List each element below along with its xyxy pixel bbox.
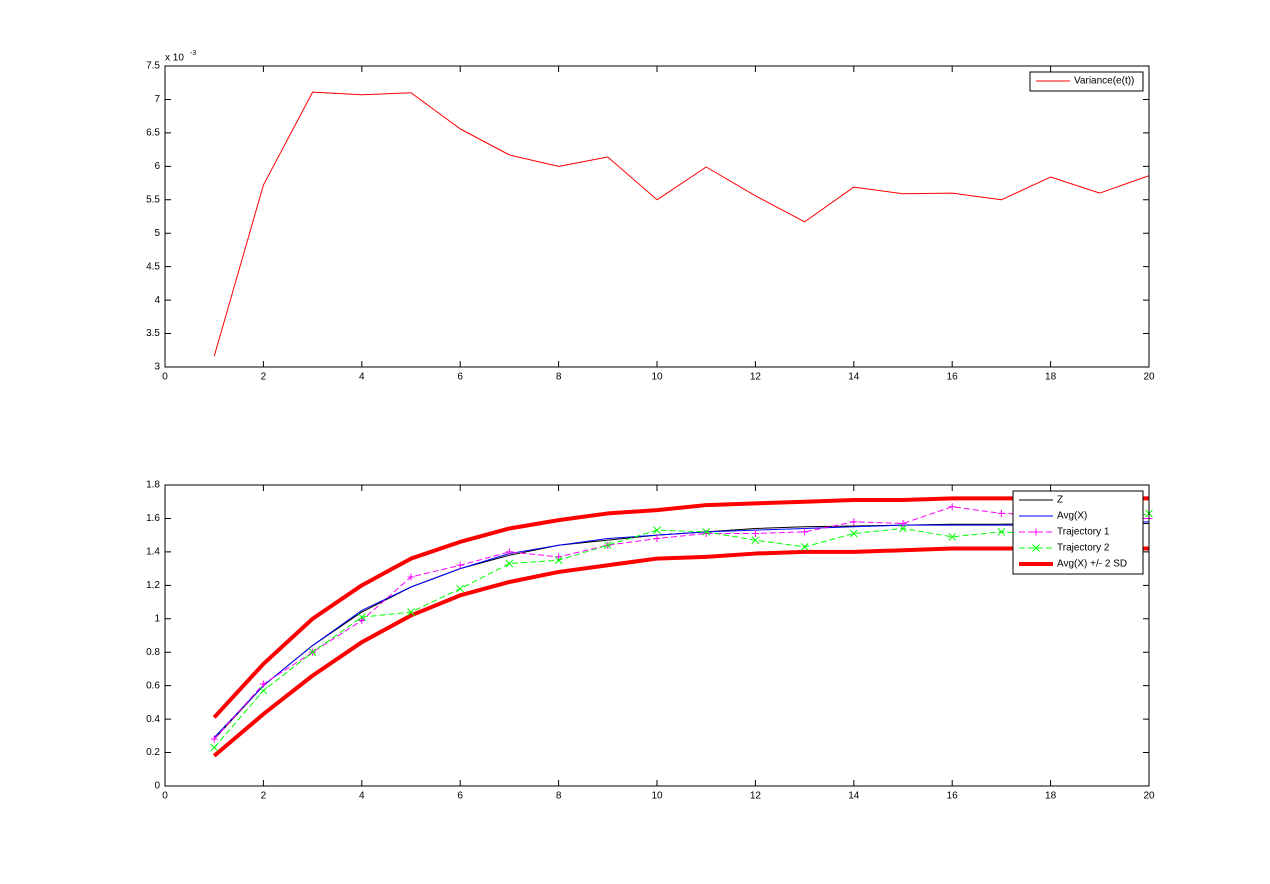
- x-tick-label: 8: [556, 372, 562, 383]
- x-tick-label: 18: [1045, 372, 1057, 383]
- marker: [997, 527, 1006, 536]
- marker: [210, 743, 219, 752]
- plot-lines: [213, 91, 1149, 357]
- marker: [997, 509, 1005, 517]
- legend-label: Z: [1057, 495, 1063, 506]
- x-tick-label: 16: [947, 791, 959, 802]
- y-tick-label: 5: [154, 228, 160, 239]
- marker: [899, 519, 907, 527]
- series-line: [213, 512, 1149, 748]
- y-tick-label: 1.8: [146, 480, 160, 491]
- series-line: [213, 91, 1149, 357]
- legend-label: Avg(X): [1057, 511, 1087, 522]
- x-tick-label: 16: [947, 372, 959, 383]
- y-tick-label: 0.4: [146, 714, 160, 725]
- marker: [850, 518, 858, 526]
- marker: [899, 524, 907, 533]
- series-line: [212, 546, 1149, 758]
- marker: [505, 548, 513, 556]
- x-tick-label: 12: [750, 372, 762, 383]
- y-tick-label: 0.8: [146, 647, 160, 658]
- legend-label: Trajectory 2: [1057, 543, 1110, 554]
- y-tick-label: 4: [154, 295, 160, 306]
- x-tick-label: 0: [162, 372, 168, 383]
- x-tick-label: 12: [750, 791, 762, 802]
- marker: [751, 536, 760, 545]
- series-line: [213, 506, 1149, 740]
- axes-box: [164, 484, 1150, 787]
- y-tick-label: 1.4: [146, 547, 160, 558]
- plot-area: [165, 66, 1149, 367]
- marker: [948, 503, 956, 511]
- legend-box: [1029, 71, 1144, 92]
- legend-marker: [1032, 544, 1040, 552]
- marker: [407, 573, 415, 581]
- x-tick-label: 4: [359, 791, 365, 802]
- y-tick-label: 6: [154, 161, 160, 172]
- y-tick-label: 0.6: [146, 680, 160, 691]
- x-tick-label: 4: [359, 372, 365, 383]
- legend-marker: [1032, 528, 1040, 536]
- x-tick-label: 10: [651, 372, 663, 383]
- marker: [554, 556, 563, 565]
- axis-multiplier-exponent: -3: [190, 50, 196, 57]
- marker: [653, 535, 661, 543]
- x-tick-label: 6: [457, 372, 463, 383]
- marker: [751, 529, 759, 537]
- y-tick-label: 7.5: [146, 61, 160, 72]
- marker: [456, 561, 464, 569]
- y-tick-label: 1: [154, 613, 160, 624]
- x-tick-label: 14: [848, 372, 860, 383]
- x-tick-label: 2: [261, 791, 267, 802]
- y-tick-label: 7: [154, 94, 160, 105]
- x-tick-label: 0: [162, 791, 168, 802]
- plot-lines: [212, 496, 1149, 758]
- marker: [357, 613, 366, 621]
- marker: [358, 616, 366, 624]
- x-tick-label: 2: [261, 372, 267, 383]
- x-tick-label: 6: [457, 791, 463, 802]
- marker: [456, 584, 465, 593]
- series-line: [213, 521, 1149, 738]
- marker: [702, 527, 711, 536]
- x-tick-label: 14: [848, 791, 860, 802]
- marker: [801, 528, 809, 536]
- axes-box: [164, 65, 1150, 368]
- marker: [603, 541, 612, 550]
- marker: [210, 735, 218, 743]
- x-tick-label: 18: [1045, 791, 1057, 802]
- x-tick-label: 10: [651, 791, 663, 802]
- marker: [849, 529, 858, 538]
- y-tick-label: 1.6: [146, 513, 160, 524]
- marker: [948, 532, 957, 541]
- legend-label: Trajectory 1: [1057, 527, 1110, 538]
- marker: [653, 526, 661, 535]
- marker: [407, 608, 415, 616]
- y-tick-label: 0: [154, 781, 160, 792]
- legend-label: Variance(e(t)): [1074, 76, 1134, 87]
- x-tick-label: 20: [1143, 791, 1155, 802]
- marker: [505, 559, 514, 568]
- marker: [800, 543, 809, 551]
- x-tick-label: 8: [556, 791, 562, 802]
- y-tick-label: 3.5: [146, 328, 160, 339]
- marker: [555, 553, 563, 561]
- series-line: [212, 496, 1149, 719]
- y-tick-label: 0.2: [146, 747, 160, 758]
- y-tick-label: 6.5: [146, 128, 160, 139]
- y-tick-label: 4.5: [146, 261, 160, 272]
- marker: [308, 648, 317, 657]
- y-tick-label: 1.2: [146, 580, 160, 591]
- y-tick-label: 3: [154, 362, 160, 373]
- marker: [259, 680, 267, 688]
- x-tick-label: 20: [1143, 372, 1155, 383]
- marker: [259, 686, 268, 695]
- axis-multiplier: x 10: [165, 53, 184, 64]
- y-tick-label: 5.5: [146, 194, 160, 205]
- legend-label: Avg(X) +/- 2 SD: [1057, 559, 1127, 570]
